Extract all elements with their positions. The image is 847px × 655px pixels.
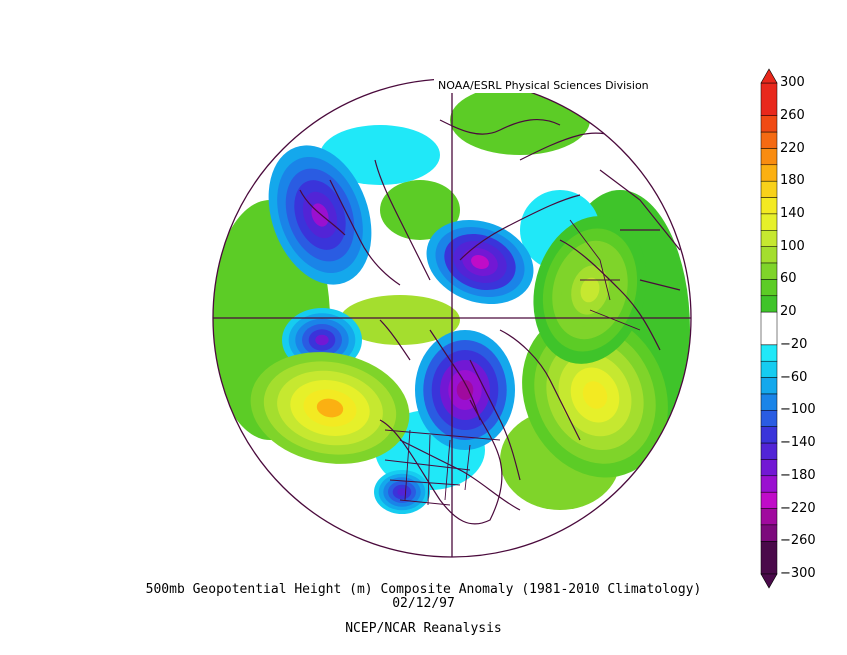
- colorbar-band: [760, 180, 778, 198]
- colorbar-band: [760, 115, 778, 133]
- anomaly-contour: [311, 203, 329, 227]
- anomaly-center: [250, 352, 410, 464]
- colorbar-band: [760, 508, 778, 526]
- colorbar-max-arrow: [760, 68, 778, 84]
- colorbar-tick-label: −220: [780, 500, 816, 516]
- colorbar-band: [760, 426, 778, 444]
- colorbar-band: [760, 344, 778, 362]
- colorbar-band: [760, 410, 778, 427]
- colorbar-band: [760, 213, 778, 231]
- map-title: 500mb Geopotential Height (m) Composite …: [145, 582, 702, 597]
- anomaly-background-patch: [450, 85, 590, 155]
- colorbar-tick-label: −300: [780, 566, 816, 581]
- colorbar-tick-label: 60: [780, 271, 797, 287]
- colorbar-tick-label: −140: [780, 435, 816, 451]
- anomaly-background-patch: [320, 125, 440, 185]
- colorbar-tick-label: −260: [780, 533, 816, 549]
- colorbar-tick-label: 100: [780, 238, 805, 254]
- colorbar-band: [760, 524, 778, 542]
- anomaly-contour: [316, 398, 344, 418]
- colorbar-band: [760, 491, 778, 509]
- colorbar-tick-label: 180: [780, 173, 805, 189]
- colorbar-band: [760, 279, 778, 297]
- colorbar-tick-label: −180: [780, 467, 816, 483]
- anomaly-contour: [315, 334, 329, 346]
- anomaly-contour: [580, 277, 600, 303]
- colorbar-band: [760, 459, 778, 477]
- anomaly-contour: [397, 488, 407, 496]
- colorbar-tick-label: −100: [780, 402, 816, 418]
- colorbar-tick-label: 220: [780, 140, 805, 156]
- colorbar-band: [760, 197, 778, 215]
- anomaly-contour: [582, 381, 608, 409]
- colorbar-band: [760, 311, 778, 346]
- anomaly-background-patch: [380, 180, 460, 240]
- map-source: NCEP/NCAR Reanalysis: [345, 621, 502, 636]
- colorbar-band: [760, 442, 778, 460]
- anomaly-center: [415, 330, 515, 450]
- colorbar-band: [760, 262, 778, 280]
- colorbar-tick-label: 20: [780, 304, 797, 320]
- colorbar-band: [760, 541, 778, 575]
- anomaly-field: [213, 85, 690, 514]
- colorbar-tick-label: 260: [780, 107, 805, 123]
- colorbar-tick-label: −60: [780, 369, 808, 385]
- colorbar-band: [760, 82, 778, 116]
- colorbar-band: [760, 360, 778, 378]
- colorbar-band: [760, 131, 778, 149]
- colorbar: [760, 68, 778, 589]
- colorbar-min-arrow: [760, 573, 778, 589]
- map-date: 02/12/97: [392, 596, 455, 611]
- colorbar-tick-label: 300: [780, 75, 805, 90]
- colorbar-band: [760, 393, 778, 411]
- colorbar-band: [760, 230, 778, 247]
- colorbar-band: [760, 246, 778, 264]
- colorbar-band: [760, 377, 778, 395]
- colorbar-band: [760, 295, 778, 313]
- anomaly-center: [533, 216, 647, 364]
- anomaly-center: [426, 219, 534, 305]
- anomaly-contour: [471, 254, 489, 270]
- colorbar-tick-label: 140: [780, 205, 805, 221]
- anomaly-center: [374, 470, 430, 514]
- graticule: [213, 79, 691, 557]
- colorbar-band: [760, 475, 778, 493]
- colorbar-band: [760, 164, 778, 182]
- anomaly-contour: [456, 380, 474, 400]
- anomaly-center: [268, 145, 372, 285]
- border-layer: [384, 219, 641, 506]
- colorbar-tick-label: −20: [780, 336, 808, 352]
- anomaly-background-patch: [340, 295, 460, 345]
- credit-label: NOAA/ESRL Physical Sciences Division: [434, 78, 653, 93]
- colorbar-band: [760, 148, 778, 166]
